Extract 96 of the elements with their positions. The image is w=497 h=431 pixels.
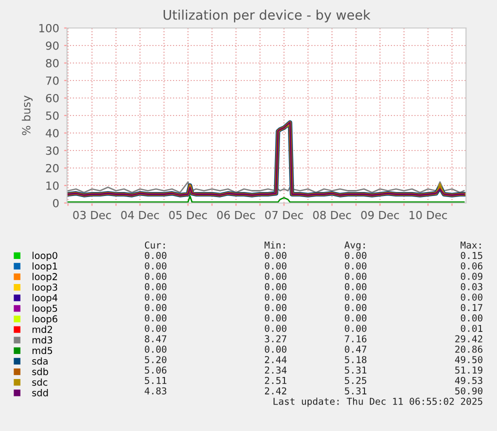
text: 0.00 [144,304,166,312]
text: 5.11 [144,377,166,384]
y-tick-label: 40 [46,128,59,138]
legend-label: loop1 [32,262,58,272]
text: 0.03 [460,283,482,290]
y-tick-label: 30 [46,146,59,155]
text: 5.06 [144,366,166,374]
legend-label: loop6 [32,315,58,324]
y-tick-label: 0 [53,198,59,208]
text: 0.00 [264,314,286,322]
text: 0.00 [144,346,166,353]
text: 3.27 [264,335,286,342]
text: 2.42 [264,387,286,394]
legend-label: md5 [32,346,52,354]
x-tick-label: 04 Dec [121,210,159,220]
y-tick-label: 90 [46,41,59,50]
text: 2.44 [264,356,287,364]
y-tick-label: 10 [46,181,59,190]
text: 5.25 [344,376,366,384]
text: 5.31 [344,387,366,394]
legend-label: sda [32,357,48,365]
y-tick-label: 50 [46,111,59,120]
x-tick-label: 09 Dec [361,210,399,220]
legend-label: sdc [32,378,48,386]
x-tick-label: 06 Dec [217,210,255,220]
text: 0.00 [344,252,366,260]
x-tick-label: 08 Dec [313,210,351,220]
x-tick-label: 03 Dec [73,210,111,220]
text: 2.34 [264,366,287,374]
legend-label: md3 [32,336,52,344]
text: Last update: Thu Dec 11 06:55:02 2025 [274,398,482,407]
text: 0.00 [144,262,166,270]
legend-label: loop0 [32,252,58,261]
text: Max: [460,242,481,249]
legend-label: loop3 [32,283,58,293]
text: 0.00 [344,272,366,280]
legend-label: loop2 [32,272,57,282]
text: Cur: [144,241,165,249]
legend-label: sdb [32,368,48,376]
text: 0.00 [144,324,166,332]
text: 0.09 [460,272,482,280]
text: 0.00 [344,324,366,332]
text: 0.47 [344,346,366,353]
text: 0.06 [460,262,482,270]
text: 0.00 [264,346,286,353]
text: 50.90 [455,387,482,394]
text: 0.00 [264,324,286,332]
text: 8.47 [144,335,166,342]
y-tick-label: 80 [46,58,59,68]
text: 0.00 [264,283,286,290]
text: 0.00 [344,262,366,270]
text: 49.50 [455,356,482,364]
y-axis-title: % busy [22,96,33,136]
text: 51.19 [455,366,482,374]
text: 0.00 [144,294,166,301]
text: 0.17 [460,304,482,312]
text: 0.01 [460,324,482,332]
text: 49.53 [455,376,482,384]
text: Avg: [344,242,365,250]
text: 5.31 [344,366,366,374]
y-tick-label: 70 [46,76,59,85]
text: 0.00 [344,304,366,312]
text: 0.00 [344,294,366,301]
y-tick-label: 100 [39,24,59,32]
text: 0.00 [460,294,482,301]
text: 0.00 [144,283,166,290]
text: 0.00 [344,283,366,290]
text: 0.00 [264,294,286,301]
legend-label: loop5 [32,304,58,314]
text: 5.18 [344,356,366,364]
text: 0.00 [144,272,166,280]
x-tick-label: 07 Dec [265,210,303,220]
text: 2.51 [264,376,286,384]
x-tick-label: 05 Dec [169,210,207,220]
text: 29.42 [455,335,482,342]
text: 0.15 [460,252,482,260]
text: 0.00 [264,262,286,270]
text: 0.00 [264,304,286,312]
text: 0.00 [144,252,166,260]
text: 4.83 [144,387,166,394]
legend-label: md2 [32,326,52,333]
legend-label: sdd [32,389,48,396]
text: 7.16 [344,335,366,342]
text: Min: [264,241,285,248]
text: 0.00 [264,252,286,260]
y-tick-label: 60 [46,94,59,102]
text: 0.00 [144,314,166,322]
text: 5.20 [144,356,166,364]
x-tick-label: 10 Dec [410,210,447,220]
legend-label: loop4 [32,294,58,304]
text: 20.86 [455,346,482,353]
text: 0.00 [344,314,366,322]
text: 0.00 [460,314,482,322]
text: 0.00 [264,272,286,280]
chart-title: Utilization per device - by week [164,10,370,22]
y-tick-label: 20 [46,164,59,172]
